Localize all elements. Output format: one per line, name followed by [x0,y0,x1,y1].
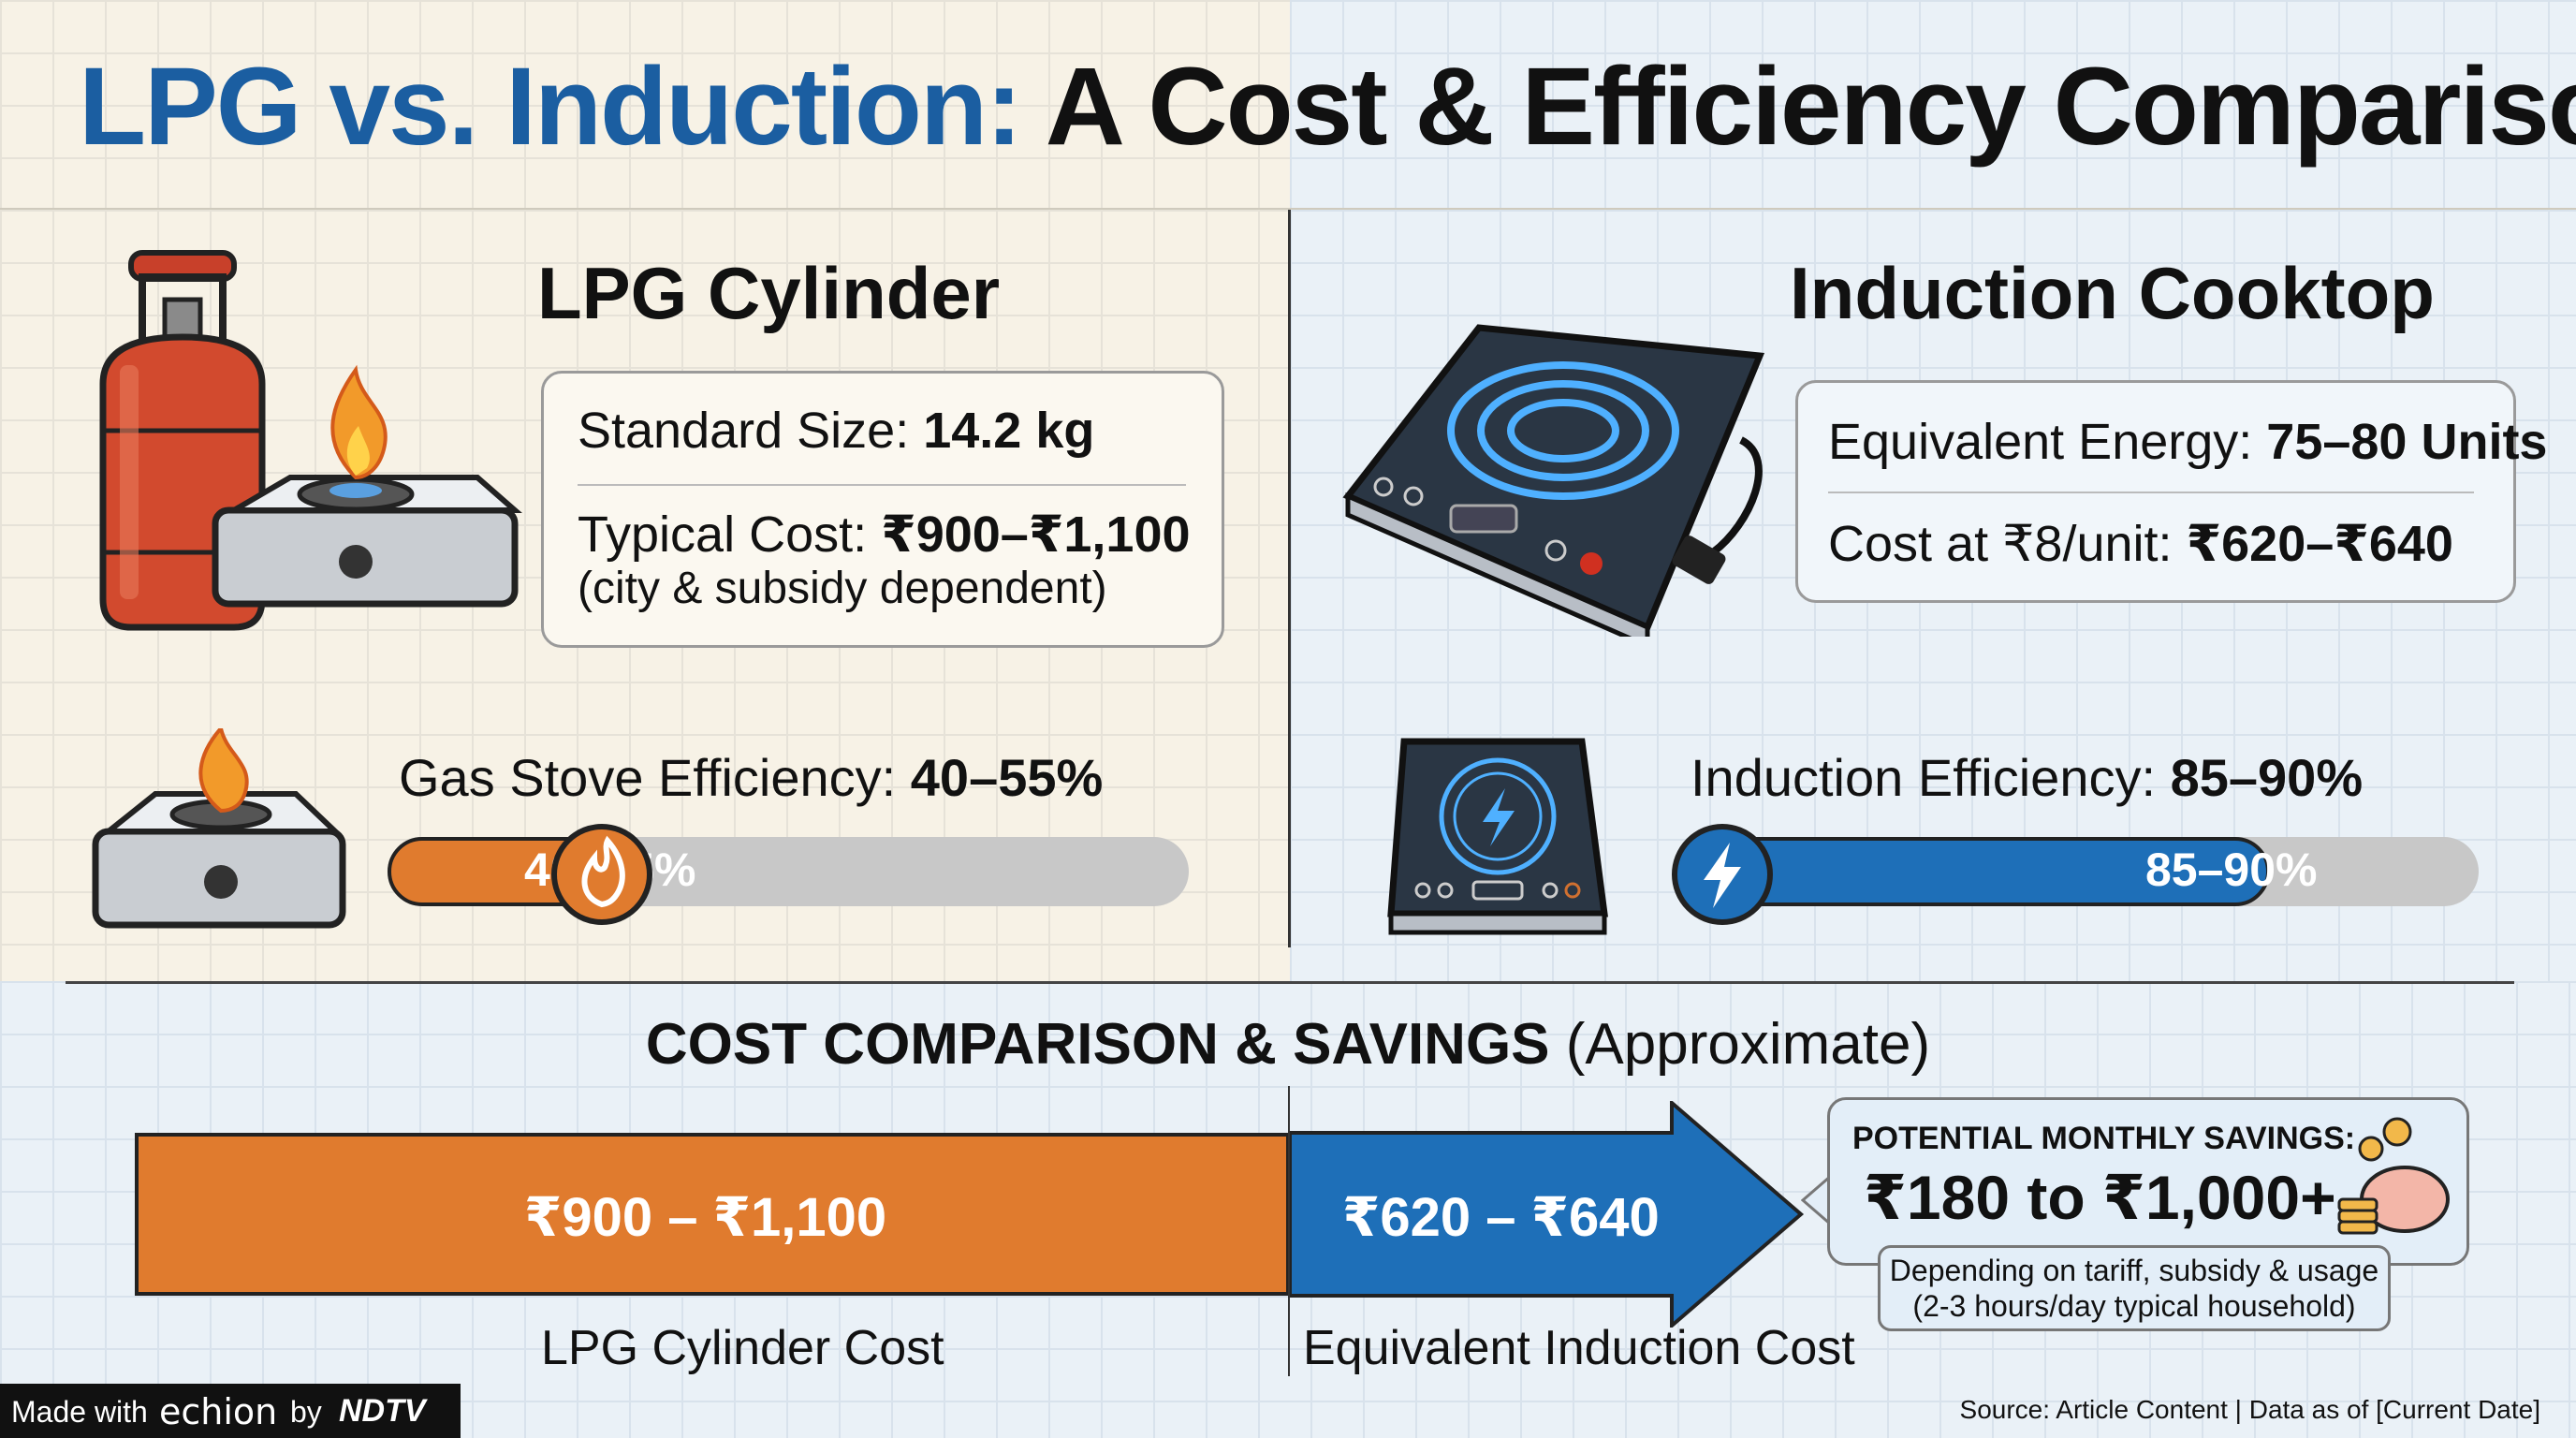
lpg-box-divider [578,484,1186,486]
induction-efficiency-label: Induction Efficiency: [1690,748,2157,807]
by-text: by [290,1395,322,1429]
induction-efficiency-bar [1677,837,2270,906]
lpg-cost-caption: LPG Cylinder Cost [541,1321,944,1375]
induction-heading: Induction Cooktop [1790,252,2435,334]
lpg-info-box: Standard Size: 14.2 kg Typical Cost: ₹90… [541,371,1224,648]
section-divider [66,981,2514,984]
cost-comparison-title-bold: COST COMPARISON & SAVINGS [645,1012,1550,1077]
title-divider [0,208,2576,210]
induction-cost-arrow [1288,1101,1805,1328]
induction-cost-label: Cost at ₹8/unit: [1828,516,2173,572]
source-note: Source: Article Content | Data as of [Cu… [1959,1395,2540,1424]
page-title: LPG vs. Induction: A Cost & Efficiency C… [79,43,2576,170]
lpg-flame-badge [551,824,652,925]
lpg-cost-label: Typical Cost: [578,506,868,563]
lpg-cylinder-stove-illustration [99,250,522,631]
lightning-icon [1483,788,1515,846]
savings-note-line-2: (2-3 hours/day typical household) [1912,1289,2356,1323]
title-part-1: LPG vs. Induction: [79,45,1022,169]
savings-callout: POTENTIAL MONTHLY SAVINGS: ₹180 to ₹1,00… [1827,1097,2469,1266]
lpg-cost-bar-text: ₹900 – ₹1,100 [524,1187,887,1248]
comparison-divider [1288,1086,1290,1376]
cost-comparison-title-rest: (Approximate) [1565,1012,1931,1077]
lpg-cost-bar [135,1133,1290,1296]
lpg-efficiency-line: Gas Stove Efficiency: 40–55% [399,747,1103,808]
made-with-text: Made with [11,1395,148,1429]
lpg-size-line: Standard Size: 14.2 kg [578,402,1094,460]
induction-efficiency-value: 85–90% [2170,748,2364,807]
induction-box-divider [1828,492,2474,493]
lpg-efficiency-value: 40–55% [910,748,1104,807]
flame-icon [581,835,625,908]
induction-lightning-badge [1672,824,1773,925]
callout-pointer [1801,1174,1832,1226]
induction-cost-line: Cost at ₹8/unit: ₹620–₹640 [1828,514,2453,573]
lpg-size-value: 14.2 kg [923,403,1095,459]
small-induction-illustration [1387,738,1608,935]
echion-logo: echion [159,1391,278,1432]
lightning-icon [1704,843,1741,908]
power-cord-icon [1710,436,1763,556]
induction-cost-caption: Equivalent Induction Cost [1303,1321,1855,1375]
lpg-size-label: Standard Size: [578,403,910,459]
savings-heading: POTENTIAL MONTHLY SAVINGS: [1852,1121,2356,1156]
induction-cost-value: ₹620–₹640 [2186,516,2453,572]
made-with-badge[interactable]: Made with echion by NDTV [0,1384,461,1438]
center-divider [1288,210,1291,947]
cost-comparison-title: COST COMPARISON & SAVINGS (Approximate) [0,1011,2576,1078]
induction-info-box: Equivalent Energy: 75–80 Units Cost at ₹… [1795,380,2547,603]
induction-energy-label: Equivalent Energy: [1828,414,2253,470]
induction-coil-icon [1447,361,1679,500]
title-part-2: A Cost & Efficiency Comparison [1045,45,2576,169]
small-gas-stove-illustration [92,728,346,929]
lpg-cost-value: ₹900–₹1,100 [881,506,1191,563]
gas-stove-icon [212,364,522,608]
flame-icon [198,728,249,814]
induction-energy-value: 75–80 Units [2266,414,2548,470]
induction-efficiency-line: Induction Efficiency: 85–90% [1690,747,2363,808]
savings-value: ₹180 to ₹1,000+ [1864,1163,2336,1232]
ndtv-logo: NDTV [339,1393,426,1429]
lpg-efficiency-label: Gas Stove Efficiency: [399,748,897,807]
lpg-heading: LPG Cylinder [537,252,1001,334]
piggy-bank-icon [2337,1117,2450,1235]
savings-note-line-1: Depending on tariff, subsidy & usage [1889,1254,2379,1287]
induction-cooktop-illustration [1342,324,1765,637]
lpg-cost-note: (city & subsidy dependent) [578,564,1107,613]
lpg-cost-line: Typical Cost: ₹900–₹1,100 [578,505,1191,564]
induction-energy-line: Equivalent Energy: 75–80 Units [1828,413,2547,471]
savings-note-box: Depending on tariff, subsidy & usage (2-… [1878,1245,2391,1331]
induction-cost-bar-text: ₹620 – ₹640 [1342,1187,1660,1248]
induction-efficiency-bar-text: 85–90% [2145,844,2318,896]
